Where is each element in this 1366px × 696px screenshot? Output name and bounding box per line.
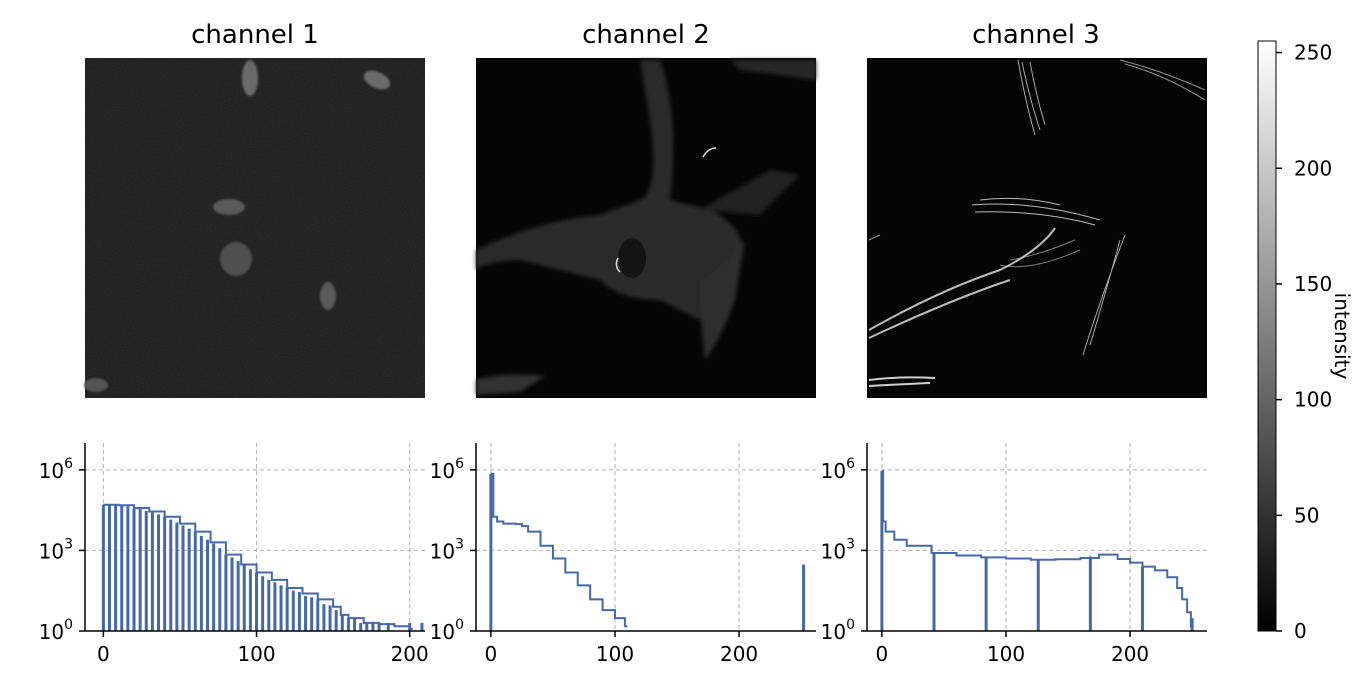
bright-fiber	[615, 257, 621, 273]
cell-shape	[700, 170, 800, 215]
filament-bundle	[1082, 234, 1126, 356]
channel-1-noise	[85, 58, 425, 398]
cell-shape	[476, 60, 742, 320]
cell-shape	[730, 60, 816, 80]
channel-2-image-panel: channel 2	[476, 20, 816, 398]
channel-3-image-panel: channel 3	[867, 20, 1207, 398]
y-tick-label: 103	[821, 536, 855, 563]
colorbar-tick-label: 100	[1294, 388, 1332, 412]
histogram-step-line	[490, 473, 628, 628]
colorbar-tick-label: 50	[1294, 503, 1319, 527]
channel-2-histogram: 0 100 200 100 103 106	[430, 443, 816, 666]
histogram-step-line	[881, 470, 1194, 628]
bright-fiber	[702, 147, 717, 158]
filament-bundle	[1119, 59, 1206, 101]
y-tick-label: 100	[430, 617, 464, 644]
cell-shape	[476, 374, 545, 395]
x-tick-label: 100	[596, 642, 634, 666]
nucleus-blob	[84, 378, 108, 392]
colorbar-label: intensity	[1330, 293, 1354, 380]
y-tick-label: 103	[430, 536, 464, 563]
x-tick-label: 200	[1111, 642, 1149, 666]
nuclei-blobs	[84, 60, 391, 392]
nucleus-blob	[363, 70, 391, 90]
x-tick-label: 200	[391, 642, 429, 666]
channel-1-histogram: 0 100 200 100 103 106	[39, 443, 429, 666]
intensity-colorbar: 0 50 100 150 200 250 intensity	[1257, 40, 1354, 643]
channel-3-image	[867, 58, 1207, 398]
channel-3-histogram: 0 100 200 100 103 106	[821, 443, 1207, 666]
y-tick-label: 100	[39, 617, 73, 644]
y-tick-label: 106	[821, 456, 855, 483]
channel-2-title: channel 2	[582, 20, 710, 50]
x-tick-label: 0	[876, 642, 889, 666]
y-tick-label: 100	[821, 617, 855, 644]
filament-bundle	[999, 239, 1081, 268]
channel-3-title: channel 3	[972, 20, 1100, 50]
colorbar-tick-label: 250	[1294, 41, 1332, 65]
filaments	[868, 59, 1206, 387]
filament-bundle	[971, 197, 1101, 226]
channel-1-title: channel 1	[191, 20, 319, 50]
colorbar-tick-label: 150	[1294, 272, 1332, 296]
nucleus-blob	[213, 199, 245, 215]
filament-bundle	[868, 234, 881, 241]
colorbar-tick-label: 0	[1294, 619, 1307, 643]
histogram-step-line	[103, 503, 413, 630]
cell-shape	[700, 240, 745, 360]
x-tick-label: 100	[237, 642, 275, 666]
channel-1-image-panel: channel 1	[84, 20, 425, 398]
filament-bundle	[1017, 59, 1046, 136]
nucleus-blob	[320, 282, 336, 310]
y-tick-label: 103	[39, 536, 73, 563]
y-tick-label: 106	[39, 456, 73, 483]
filament-bundle	[868, 376, 936, 387]
x-tick-label: 200	[720, 642, 758, 666]
x-tick-label: 0	[485, 642, 498, 666]
cell-shapes	[476, 60, 816, 395]
y-tick-label: 106	[430, 456, 464, 483]
cell-nucleus	[618, 238, 646, 278]
nucleus-blob	[220, 242, 252, 276]
x-tick-label: 0	[97, 642, 110, 666]
colorbar-ticks: 0 50 100 150 200 250	[1276, 41, 1332, 643]
colorbar-tick-label: 200	[1294, 156, 1332, 180]
nucleus-blob	[242, 60, 258, 96]
colorbar-gradient	[1257, 40, 1277, 632]
x-tick-label: 100	[987, 642, 1025, 666]
filament-bundle	[868, 227, 1056, 339]
